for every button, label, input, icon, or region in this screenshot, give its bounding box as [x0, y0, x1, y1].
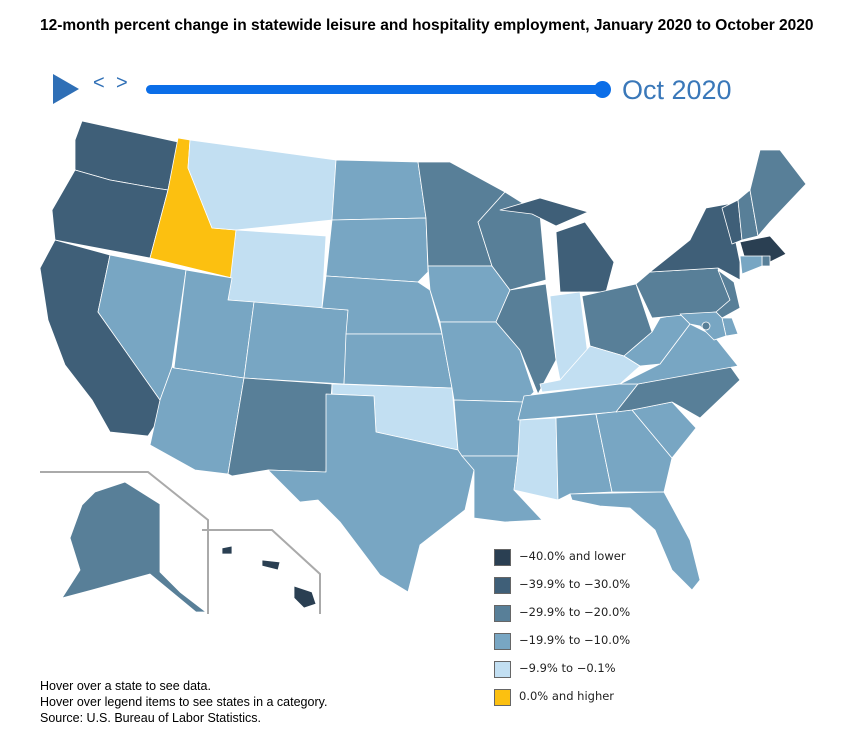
- legend-label: 0.0% and higher: [519, 689, 615, 703]
- legend-label: −39.9% to −30.0%: [519, 577, 631, 591]
- previous-month-button[interactable]: <: [93, 72, 105, 94]
- legend-swatch: [494, 577, 511, 594]
- state-HI[interactable]: [221, 545, 317, 609]
- hawaii-inset-border: [202, 529, 321, 614]
- state-AR[interactable]: [453, 399, 525, 457]
- legend-label: −29.9% to −20.0%: [519, 605, 631, 619]
- animation-controls: < > Oct 2020: [0, 70, 849, 110]
- state-WI[interactable]: [477, 191, 547, 291]
- hover-legend-note: Hover over legend items to see states in…: [40, 695, 328, 709]
- legend-label: −40.0% and lower: [519, 549, 626, 563]
- source-note: Source: U.S. Bureau of Labor Statistics.: [40, 711, 261, 725]
- state-CT[interactable]: [739, 255, 763, 275]
- legend-swatch: [494, 549, 511, 566]
- state-ND[interactable]: [331, 159, 427, 221]
- legend-swatch: [494, 605, 511, 622]
- state-CO[interactable]: [243, 301, 349, 385]
- state-TX[interactable]: [267, 393, 475, 593]
- state-AK[interactable]: [61, 481, 207, 613]
- state-FL[interactable]: [569, 491, 701, 591]
- legend-swatch: [494, 689, 511, 706]
- state-ME[interactable]: [749, 149, 807, 237]
- state-RI[interactable]: [761, 255, 771, 267]
- legend-swatch: [494, 661, 511, 678]
- footer-notes: Hover over a state to see data. Hover ov…: [40, 678, 327, 726]
- state-MA[interactable]: [739, 235, 787, 263]
- state-WY[interactable]: [227, 229, 327, 309]
- state-MI[interactable]: [499, 197, 615, 293]
- timeline-slider[interactable]: [146, 85, 602, 94]
- timeline-slider-handle[interactable]: [593, 81, 611, 98]
- legend-swatch: [494, 633, 511, 650]
- next-month-button[interactable]: >: [116, 72, 128, 94]
- state-IA[interactable]: [427, 265, 511, 323]
- alaska-inset-border: [40, 471, 209, 614]
- state-MT[interactable]: [187, 139, 337, 231]
- state-PA[interactable]: [635, 267, 731, 319]
- state-KS[interactable]: [343, 333, 453, 389]
- state-AL[interactable]: [555, 413, 613, 501]
- current-month-label: Oct 2020: [622, 75, 732, 105]
- hover-state-note: Hover over a state to see data.: [40, 679, 211, 693]
- legend-label: −19.9% to −10.0%: [519, 633, 631, 647]
- state-MS[interactable]: [513, 417, 559, 501]
- chart-title: 12-month percent change in statewide lei…: [40, 17, 814, 34]
- play-icon[interactable]: [53, 74, 79, 104]
- state-NM[interactable]: [227, 377, 333, 477]
- legend-label: −9.9% to −0.1%: [519, 661, 616, 675]
- state-DC[interactable]: [701, 321, 711, 331]
- state-SD[interactable]: [325, 217, 429, 283]
